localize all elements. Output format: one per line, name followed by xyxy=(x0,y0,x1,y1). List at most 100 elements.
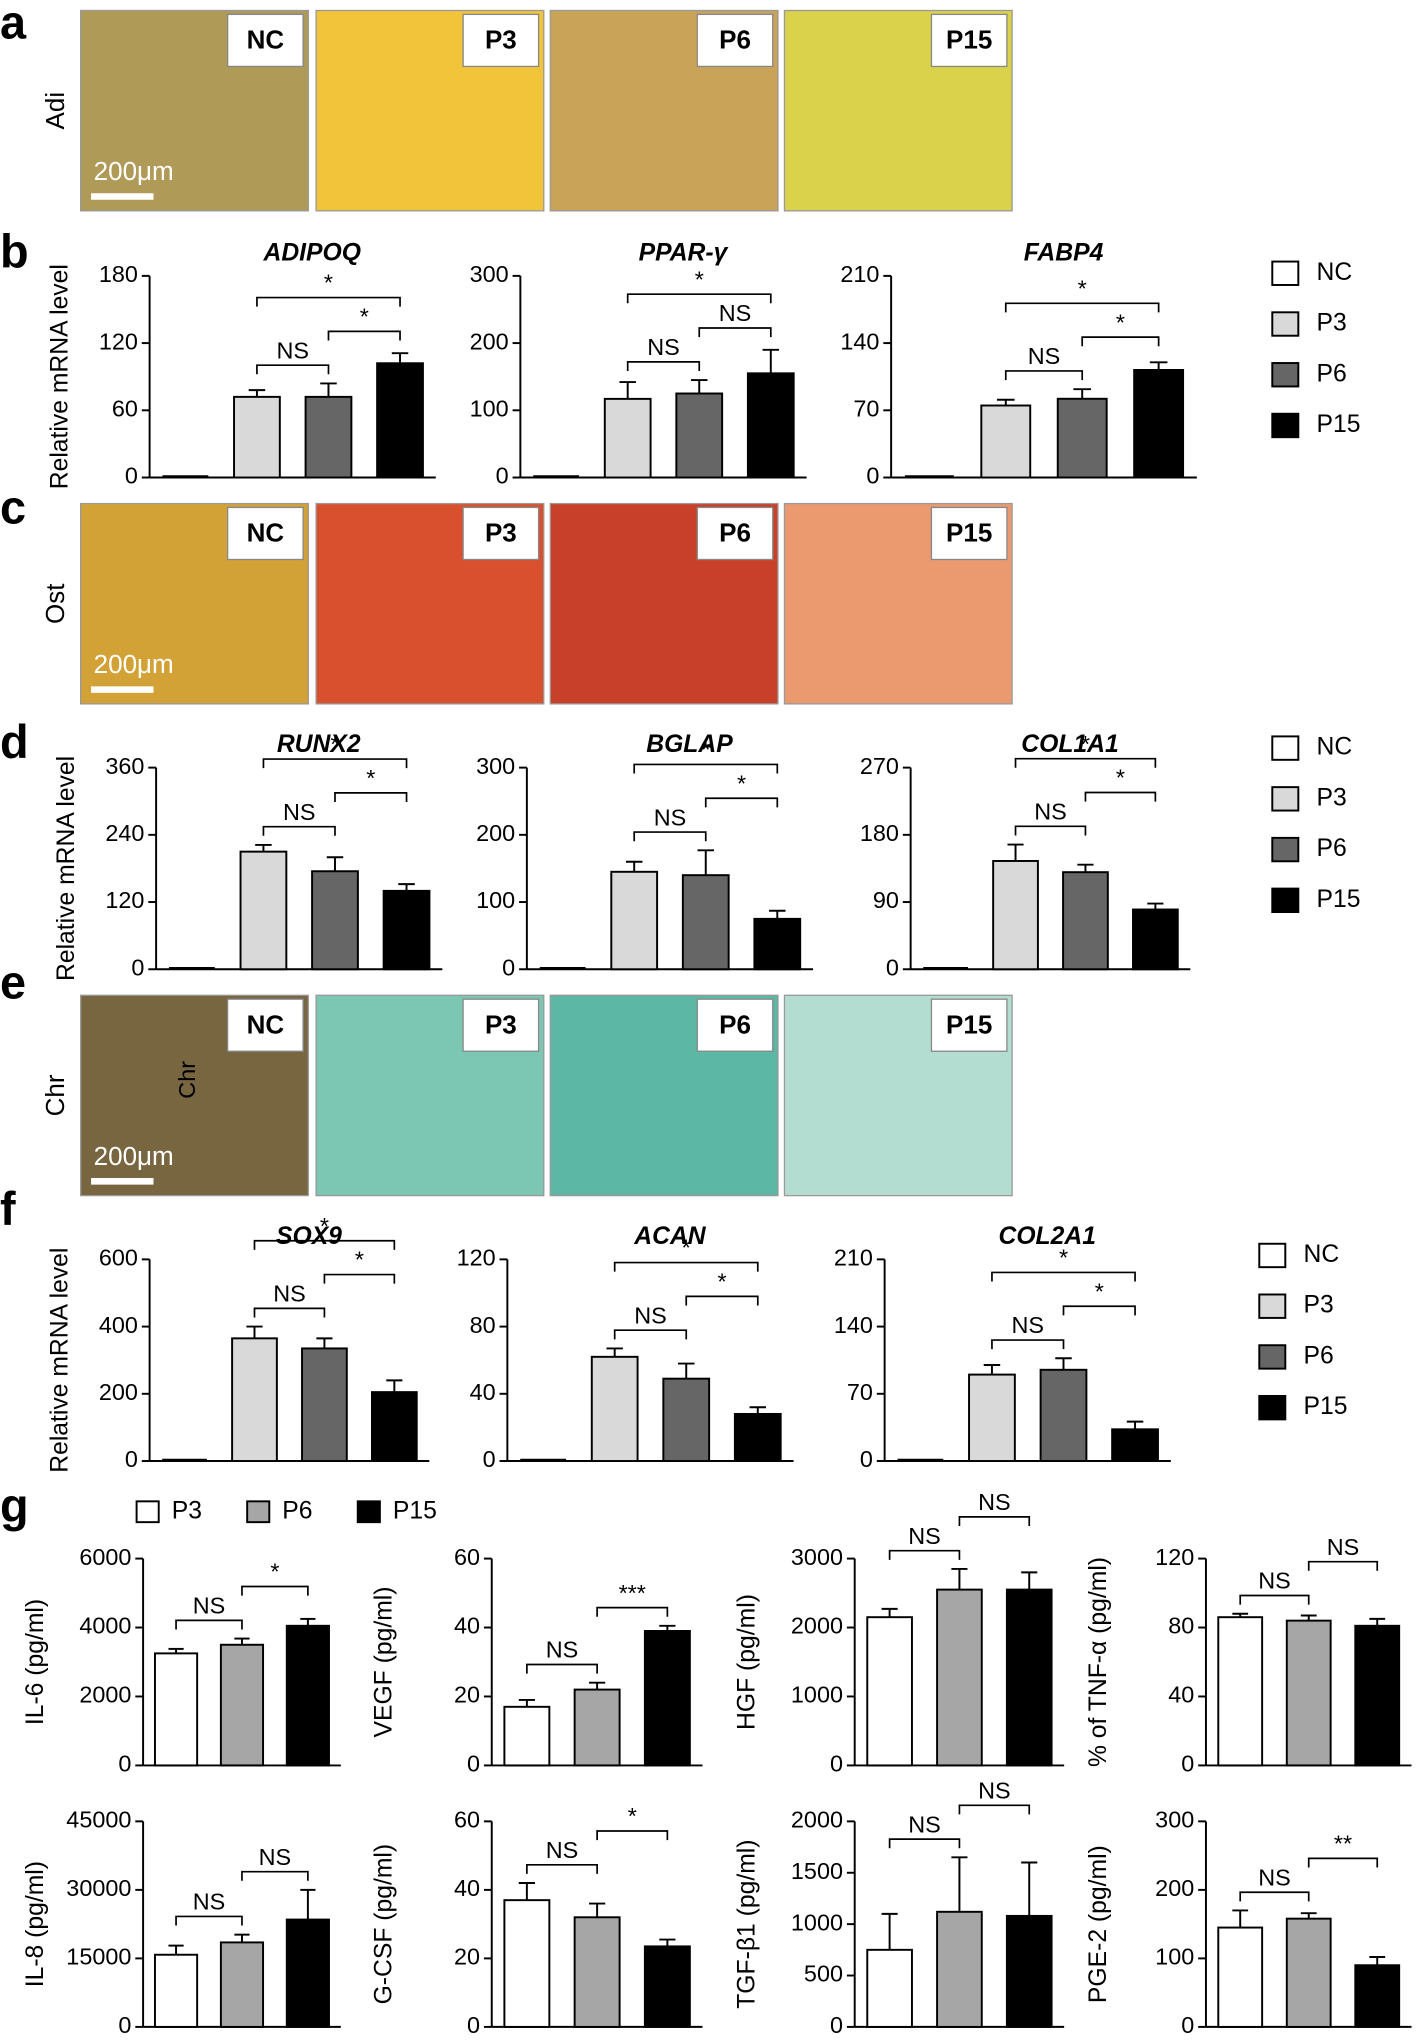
significance-label: NS xyxy=(193,1889,226,1915)
label-box xyxy=(227,13,304,68)
legend-label: NC xyxy=(1317,734,1353,761)
label-box xyxy=(930,13,1008,68)
significance-label: * xyxy=(737,770,746,796)
y-tick-label: 0 xyxy=(502,954,515,980)
significance-label: NS xyxy=(908,1811,941,1837)
y-tick-label: 140 xyxy=(834,1312,873,1338)
micrograph-label: P15 xyxy=(946,25,992,55)
y-tick-label: 200 xyxy=(470,328,509,354)
error-bar xyxy=(1007,843,1024,861)
significance-bracket xyxy=(1014,825,1087,836)
legend-label: P6 xyxy=(282,1497,312,1524)
significance-bracket xyxy=(704,797,779,808)
bar xyxy=(573,1916,621,2028)
significance-bracket xyxy=(1014,757,1157,768)
significance-bracket xyxy=(596,1830,669,1841)
y-tick-label: 360 xyxy=(105,753,144,779)
legend-swatch xyxy=(1258,1242,1287,1269)
legend-label: P6 xyxy=(1304,1342,1334,1369)
y-tick-label: 210 xyxy=(840,261,879,287)
bar xyxy=(866,1948,913,2028)
error-bar xyxy=(386,1379,403,1393)
bar xyxy=(643,1630,691,1767)
y-tick-label: 0 xyxy=(1181,1751,1194,1777)
bar xyxy=(285,1624,330,1767)
y-tick-label: 0 xyxy=(830,2012,843,2038)
significance-bracket xyxy=(888,1549,961,1560)
y-tick-label: 2000 xyxy=(79,1682,131,1708)
legend-swatch xyxy=(1271,260,1300,286)
y-tick-label: 0 xyxy=(830,1751,843,1777)
error-bar xyxy=(691,379,708,394)
y-tick-label: 70 xyxy=(853,395,879,421)
error-bar xyxy=(300,1888,316,1920)
legend-label: P3 xyxy=(1304,1292,1334,1319)
bar xyxy=(590,1355,639,1462)
label-box xyxy=(227,506,304,561)
y-axis-label: PGE-2 (pg/ml) xyxy=(1085,1845,1112,2003)
bar xyxy=(304,395,353,479)
significance-label: NS xyxy=(908,1523,941,1549)
micrograph-label: P6 xyxy=(719,1009,751,1039)
error-bar xyxy=(589,1902,606,1918)
y-tick-label: 20 xyxy=(454,1682,480,1708)
y-tick-label: 500 xyxy=(804,1961,843,1987)
y-tick-label: 200 xyxy=(476,820,515,846)
chart-title: SOX9 xyxy=(276,1223,342,1250)
bar xyxy=(503,1899,551,2028)
chart-title: ADIPOQ xyxy=(262,239,360,266)
error-bar xyxy=(1147,902,1164,910)
error-bar xyxy=(518,1698,535,1707)
y-axis-label: HGF (pg/ml) xyxy=(734,1594,761,1730)
error-bar xyxy=(518,1882,535,1901)
error-bar xyxy=(1021,1861,1038,1916)
micrograph-label: P15 xyxy=(946,518,992,548)
chart-title: ACAN xyxy=(633,1223,707,1250)
error-bar xyxy=(1073,388,1092,399)
y-tick-label: 40 xyxy=(454,1875,480,1901)
legend-swatch xyxy=(356,1500,381,1524)
bar xyxy=(681,874,730,971)
significance-bracket xyxy=(262,825,336,836)
error-bar xyxy=(659,1624,676,1631)
significance-bracket xyxy=(1062,1305,1136,1316)
bar xyxy=(370,1391,418,1462)
y-tick-label: 20 xyxy=(454,1944,480,1970)
significance-label: NS xyxy=(634,1302,667,1328)
significance-bracket xyxy=(1307,1560,1379,1571)
significance-bracket xyxy=(626,360,701,371)
significance-label: NS xyxy=(546,1837,579,1863)
significance-bracket xyxy=(323,1273,396,1284)
y-tick-label: 0 xyxy=(886,954,899,980)
y-tick-label: 80 xyxy=(1168,1613,1194,1639)
error-bar xyxy=(391,352,409,364)
y-tick-label: 45000 xyxy=(66,1807,131,1833)
significance-label: * xyxy=(682,1235,691,1261)
bar xyxy=(1062,871,1109,971)
significance-bracket xyxy=(175,1915,243,1926)
micrograph-label: P15 xyxy=(946,1009,992,1039)
micrograph-label: P6 xyxy=(719,25,751,55)
significance-label: NS xyxy=(1011,1312,1044,1338)
significance-bracket xyxy=(327,330,401,341)
y-tick-label: 60 xyxy=(454,1544,480,1570)
significance-label: NS xyxy=(193,1593,226,1619)
y-tick-label: 15000 xyxy=(66,1944,131,1970)
significance-bracket xyxy=(1081,336,1160,347)
y-axis-label: Relative mRNA level xyxy=(47,264,74,489)
significance-label: NS xyxy=(647,334,680,360)
error-bar xyxy=(255,843,272,852)
label-box xyxy=(930,998,1008,1052)
error-bar xyxy=(625,860,643,872)
y-axis-label: IL-6 (pg/ml) xyxy=(22,1599,49,1725)
significance-bracket xyxy=(626,293,772,304)
significance-label: * xyxy=(270,1559,279,1585)
y-tick-label: 120 xyxy=(105,887,144,913)
error-bar xyxy=(951,1856,968,1912)
y-tick-label: 90 xyxy=(873,887,899,913)
bar xyxy=(1056,397,1108,479)
error-bar xyxy=(1126,1420,1144,1430)
micrograph-label: NC xyxy=(247,1009,285,1039)
row-label: Chr xyxy=(40,1074,70,1116)
y-tick-label: 210 xyxy=(834,1245,873,1271)
